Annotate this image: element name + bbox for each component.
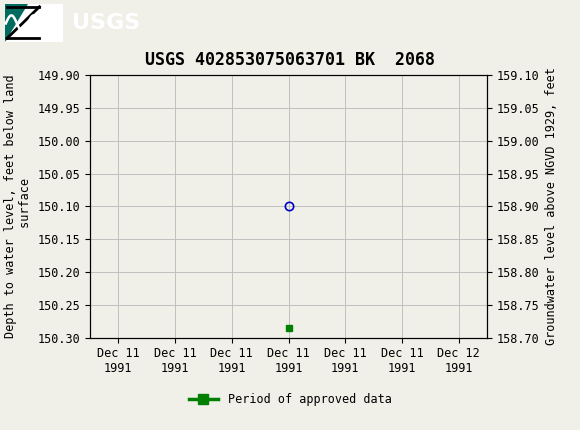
Bar — [5, 3, 63, 42]
Text: USGS 402853075063701 BK  2068: USGS 402853075063701 BK 2068 — [145, 51, 435, 69]
Text: USGS: USGS — [72, 12, 141, 33]
Polygon shape — [5, 3, 28, 42]
Y-axis label: Depth to water level, feet below land
 surface: Depth to water level, feet below land su… — [4, 74, 32, 338]
Legend: Period of approved data: Period of approved data — [184, 389, 396, 411]
Y-axis label: Groundwater level above NGVD 1929, feet: Groundwater level above NGVD 1929, feet — [545, 68, 558, 345]
